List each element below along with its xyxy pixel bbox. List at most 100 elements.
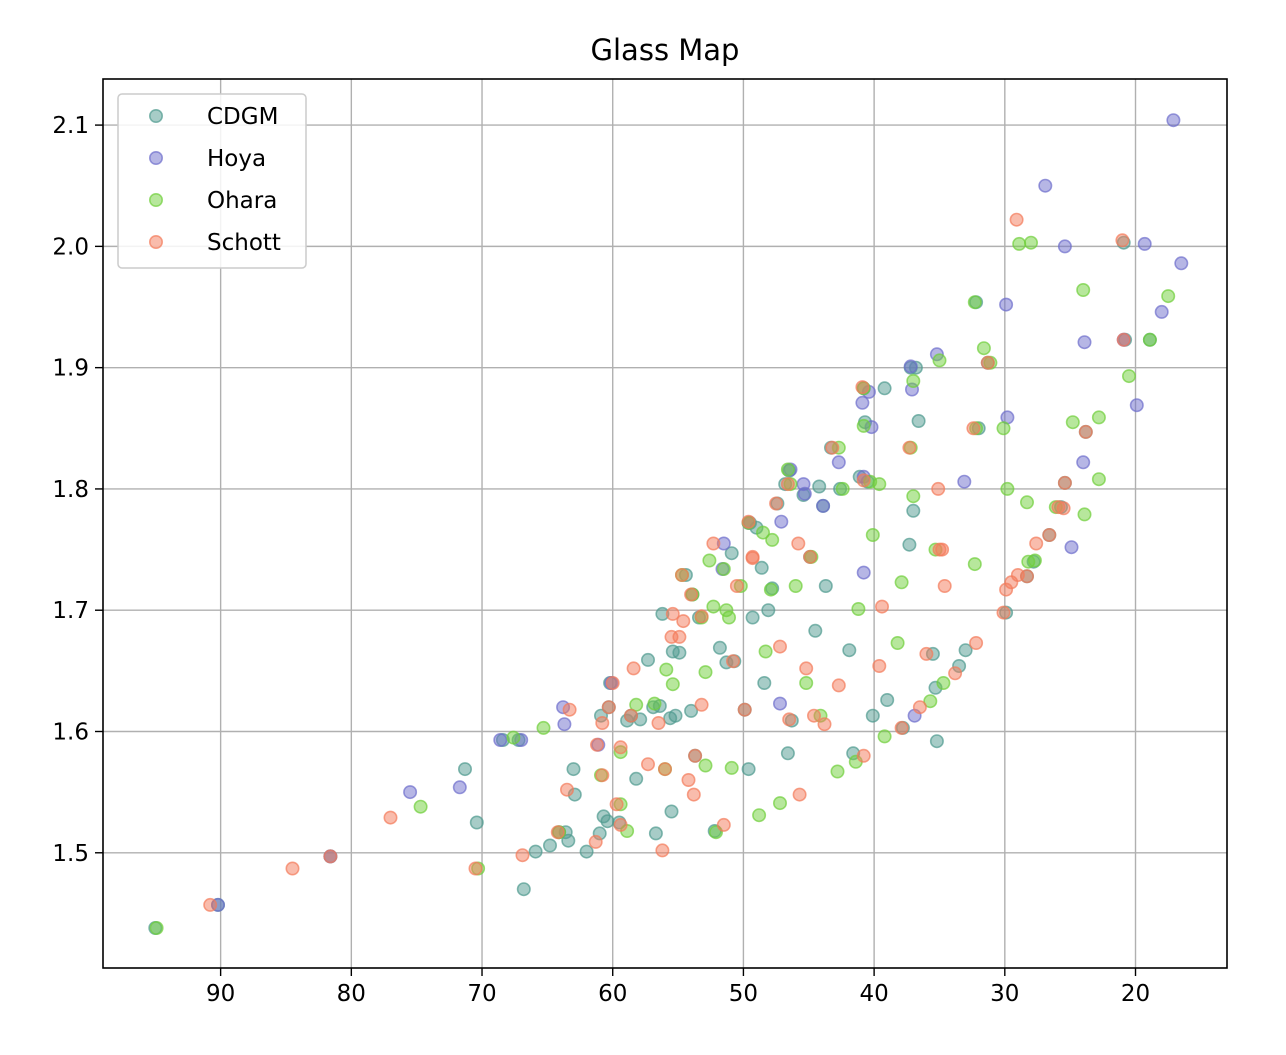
data-point-schott <box>706 536 721 551</box>
data-point-ohara <box>413 799 428 814</box>
data-point-hoya <box>957 474 972 489</box>
data-point-schott <box>919 646 934 661</box>
data-point-schott <box>609 797 624 812</box>
data-point-ohara <box>536 720 551 735</box>
x-tick-label: 50 <box>729 981 758 1007</box>
data-point-cdgm <box>808 623 823 638</box>
data-point-cdgm <box>516 882 531 897</box>
data-point-cdgm <box>877 381 892 396</box>
x-tick-label: 20 <box>1121 981 1150 1007</box>
data-point-cdgm <box>469 815 484 830</box>
data-point-cdgm <box>724 546 739 561</box>
data-point-schott <box>966 421 981 436</box>
data-point-ohara <box>890 635 905 650</box>
data-point-cdgm <box>629 771 644 786</box>
data-point-ohara <box>1000 481 1015 496</box>
data-point-ohara <box>724 760 739 775</box>
data-point-ohara <box>1077 507 1092 522</box>
data-point-schott <box>825 440 840 455</box>
data-point-hoya <box>772 696 787 711</box>
data-point-schott <box>782 712 797 727</box>
data-point-ohara <box>830 764 845 779</box>
legend-marker-cdgm <box>149 109 164 124</box>
data-point-cdgm <box>906 503 921 518</box>
legend-label-cdgm: CDGM <box>207 104 278 130</box>
legend-label-schott: Schott <box>207 230 281 256</box>
data-point-schott <box>799 661 814 676</box>
chart-title: Glass Map <box>591 33 740 67</box>
data-point-ohara <box>894 575 909 590</box>
data-point-schott <box>780 477 795 492</box>
data-point-hoya <box>1154 304 1169 319</box>
data-point-hoya <box>1076 455 1091 470</box>
data-point-ohara <box>647 696 662 711</box>
data-point-hoya <box>557 717 572 732</box>
data-point-schott <box>931 481 946 496</box>
x-tick-label: 60 <box>598 981 627 1007</box>
data-point-cdgm <box>745 610 760 625</box>
data-point-schott <box>1029 536 1044 551</box>
data-point-ohara <box>1142 332 1157 347</box>
data-point-ohara <box>1076 282 1091 297</box>
data-point-cdgm <box>542 838 557 853</box>
data-point-cdgm <box>761 603 776 618</box>
data-point-ohara <box>755 525 770 540</box>
data-point-cdgm <box>566 762 581 777</box>
data-point-cdgm <box>528 844 543 859</box>
data-point-schott <box>655 843 670 858</box>
data-point-schott <box>1057 475 1072 490</box>
data-point-schott <box>684 587 699 602</box>
data-point-schott <box>937 578 952 593</box>
legend: CDGM Hoya Ohara Schott <box>117 93 307 269</box>
data-point-schott <box>806 708 821 723</box>
data-point-ohara <box>772 796 787 811</box>
data-point-hoya <box>999 297 1014 312</box>
data-point-ohara <box>1122 369 1137 384</box>
data-point-schott <box>969 635 984 650</box>
data-point-cdgm <box>640 652 655 667</box>
data-point-schott <box>948 666 963 681</box>
data-point-schott <box>203 897 218 912</box>
data-point-ohara <box>1027 553 1042 568</box>
series-schott <box>203 212 1131 912</box>
data-point-cdgm <box>664 804 679 819</box>
data-point-schott <box>856 748 871 763</box>
data-point-schott <box>605 675 620 690</box>
data-point-schott <box>729 578 744 593</box>
data-point-cdgm <box>754 560 769 575</box>
data-point-schott <box>559 782 574 797</box>
data-point-ohara <box>967 557 982 572</box>
data-point-cdgm <box>880 692 895 707</box>
data-point-schott <box>613 740 628 755</box>
data-point-ohara <box>716 561 731 576</box>
data-point-ohara <box>506 730 521 745</box>
x-tick-label: 70 <box>467 981 496 1007</box>
data-point-schott <box>912 700 927 715</box>
data-point-ohara <box>906 489 921 504</box>
data-point-hoya <box>1129 398 1144 413</box>
data-point-hoya <box>493 732 508 747</box>
data-point-ohara <box>1091 410 1106 425</box>
data-point-schott <box>665 606 680 621</box>
data-point-hoya <box>831 455 846 470</box>
y-tick-label: 1.7 <box>52 598 89 624</box>
legend-label-ohara: Ohara <box>207 188 277 214</box>
data-point-cdgm <box>865 708 880 723</box>
data-point-ohara <box>865 527 880 542</box>
data-point-schott <box>640 757 655 772</box>
data-point-schott <box>323 849 338 864</box>
data-point-schott <box>872 658 887 673</box>
data-point-cdgm <box>842 643 857 658</box>
x-tick-label: 40 <box>859 981 888 1007</box>
data-point-cdgm <box>757 675 772 690</box>
data-point-ohara <box>835 481 850 496</box>
data-point-ohara <box>780 462 795 477</box>
x-tick-label: 90 <box>206 981 235 1007</box>
data-point-schott <box>741 514 756 529</box>
legend-marker-ohara <box>149 193 164 208</box>
data-point-schott <box>902 440 917 455</box>
data-point-ohara <box>665 677 680 692</box>
data-point-hoya <box>1137 236 1152 251</box>
data-point-hoya <box>816 498 831 513</box>
x-tick-label: 30 <box>990 981 1019 1007</box>
